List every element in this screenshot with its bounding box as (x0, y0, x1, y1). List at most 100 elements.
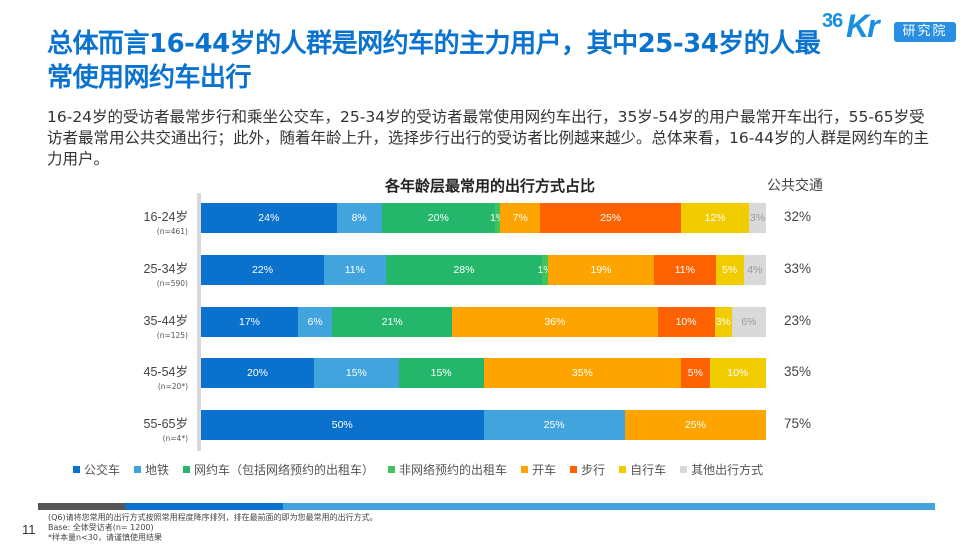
bar-segment: 12% (681, 203, 750, 233)
legend-item: 地铁 (134, 461, 169, 478)
bar-segment: 36% (452, 306, 658, 337)
bar-segment: 21% (332, 306, 453, 337)
bar-segment: 10% (657, 306, 715, 337)
bar-data-label: 4% (747, 263, 763, 276)
public-transport-header: 公共交通 (767, 178, 823, 194)
footer-bar-blue (125, 503, 283, 510)
footnote-base: Base: 全体受访者(n= 1200) (48, 523, 154, 532)
bar-segment: 6% (298, 306, 333, 337)
legend-swatch (570, 466, 578, 473)
bar-segment: 5% (715, 254, 744, 285)
bar-segment: 5% (681, 358, 710, 389)
bar-segment: 25% (483, 410, 625, 441)
legend-item: 步行 (570, 461, 605, 478)
category-sample-size: (n=4*) (162, 434, 188, 444)
category-sample-size: (n=125) (156, 330, 188, 340)
chart-legend: 公交车 地铁 网约车（包括网络预约的出租车） 非网络预约的出租车 开车 步行 自行车 其他出行… (73, 461, 777, 478)
bar-segment: 11% (324, 254, 386, 285)
category-sample-size: (n=461) (156, 227, 188, 236)
bar-data-label: 8% (351, 212, 367, 224)
bar-segment: 4% (743, 254, 766, 285)
bar-segment: 6% (731, 306, 766, 337)
bar-data-label: 15% (345, 367, 367, 380)
legend-swatch (521, 466, 529, 473)
public-transport-total: 75% (783, 416, 812, 432)
bar-segment: 20% (201, 358, 314, 389)
legend-label: 步行 (581, 463, 606, 477)
bar-data-label: 6% (307, 315, 323, 328)
category-age-label: 25-34岁 (143, 261, 188, 276)
bar-segment: 35% (483, 358, 682, 389)
logo-badge: 研究院 (894, 22, 956, 42)
legend-item: 公交车 (73, 461, 120, 478)
bar-segment: 10% (709, 358, 766, 389)
bar-segment: 17% (201, 306, 299, 337)
bar-segment: 15% (314, 358, 399, 389)
description-text: 16-24岁的受访者最常步行和乘坐公交车，25-34岁的受访者最常使用网约车出行… (47, 108, 930, 168)
bar-data-label: 10% (675, 315, 697, 328)
category-sample-size: (n=590) (156, 278, 188, 288)
bar-data-label: 25% (543, 419, 565, 432)
logo-number: 36 (822, 10, 843, 32)
footnote-caution: *样本量n<30，请谨慎使用结果 (48, 533, 162, 542)
bar-segment: 25% (624, 410, 766, 441)
bar-segment: 20% (381, 203, 495, 233)
footer-bar-lightblue (283, 503, 935, 510)
legend-label: 其他出行方式 (691, 463, 764, 477)
public-transport-total: 33% (783, 260, 812, 276)
legend-label: 网约车（包括网络预约的出租车） (194, 463, 375, 477)
legend-label: 自行车 (630, 463, 667, 477)
bar-segment: 7% (500, 203, 540, 233)
category-label: 55-65岁 (n=4*) (110, 413, 188, 443)
legend-label: 公交车 (84, 463, 121, 477)
bar-data-label: 35% (571, 367, 593, 380)
bar-data-label: 22% (252, 263, 274, 276)
category-age-label: 35-44岁 (143, 313, 188, 328)
bar-data-label: 11% (674, 263, 695, 276)
bar-data-label: 3% (715, 315, 731, 328)
bar-segment: 50% (201, 410, 484, 441)
bar-data-label: 15% (430, 367, 452, 380)
page-title: 总体而言16-44岁的人群是网约车的主力用户，其中25-34岁的人最常使用网约车… (47, 29, 821, 93)
category-sample-size: (n=20*) (157, 382, 188, 392)
chart-title: 各年龄层最常用的出行方式占比 (384, 177, 595, 195)
bar-data-label: 7% (512, 212, 528, 224)
public-transport-total: 32% (783, 209, 812, 224)
bar-data-label: 25% (600, 212, 622, 224)
footnotes: (Q6)请将您常用的出行方式按照常用程度降序排列，排在最前面的即为您最常用的出行… (48, 513, 378, 543)
legend-item: 网约车（包括网络预约的出租车） (183, 461, 374, 478)
footnote-question: (Q6)请将您常用的出行方式按照常用程度降序排列，排在最前面的即为您最常用的出行… (48, 513, 378, 522)
bar-segment: 3% (749, 203, 766, 233)
bar-segment: 25% (540, 203, 682, 233)
bar-data-label: 20% (427, 212, 449, 224)
bar-data-label: 19% (590, 263, 612, 276)
legend-item: 其他出行方式 (680, 461, 763, 478)
bar-data-label: 50% (331, 419, 353, 432)
bar-data-label: 11% (344, 263, 365, 276)
bar-data-label: 6% (741, 315, 757, 328)
bar-segment: 22% (201, 254, 325, 285)
bar-segment: 19% (547, 254, 655, 285)
public-transport-total: 35% (783, 364, 812, 380)
category-label: 45-54岁 (n=20*) (110, 361, 188, 391)
bar-data-label: 24% (258, 212, 280, 224)
legend-item: 开车 (521, 461, 556, 478)
category-label: 16-24岁 (n=461) (110, 206, 188, 236)
bar-data-label: 36% (544, 315, 566, 328)
legend-swatch (73, 466, 80, 473)
brand-logo: 36 Kr 研究院 (822, 8, 962, 44)
legend-item: 自行车 (619, 461, 666, 478)
bar-segment: 3% (714, 306, 732, 337)
bar-segment: 24% (201, 203, 337, 233)
bar-data-label: 21% (381, 315, 403, 328)
legend-label: 非网络预约的出租车 (399, 463, 508, 477)
bar-data-label: 10% (727, 367, 749, 380)
logo-brand: Kr (846, 8, 880, 44)
bar-data-label: 28% (453, 263, 475, 276)
bar-data-label: 3% (749, 212, 766, 224)
bar-segment: 28% (385, 254, 543, 285)
legend-item: 非网络预约的出租车 (388, 461, 507, 478)
page-number: 11 (22, 522, 36, 537)
bar-data-label: 20% (246, 367, 268, 380)
category-label: 25-34岁 (n=590) (110, 258, 188, 288)
